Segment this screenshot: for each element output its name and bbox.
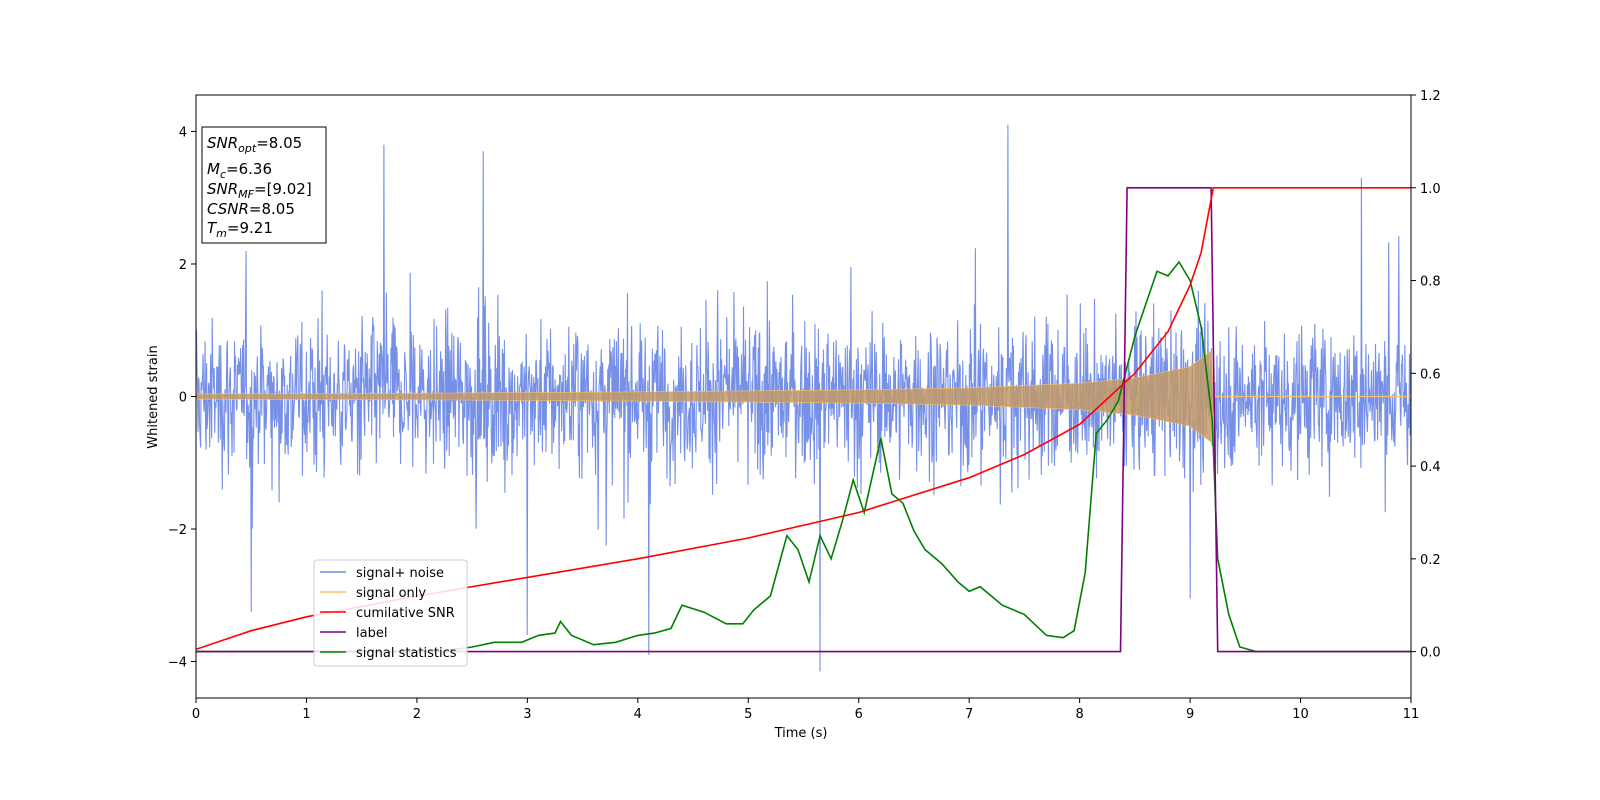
snr-opt-value: 8.05 <box>269 134 302 152</box>
y2-tick-label: 0.6 <box>1420 367 1441 382</box>
y2-tick-label: 1.0 <box>1420 182 1441 197</box>
y-tick-label: −2 <box>168 523 187 538</box>
y2-tick-label: 0.8 <box>1420 275 1441 290</box>
y-axis-title: Whitened strain <box>146 345 161 448</box>
y2-tick-label: 1.2 <box>1420 89 1441 104</box>
x-tick-label: 5 <box>744 707 752 722</box>
y2-tick-label: 0.0 <box>1420 646 1441 661</box>
tm-text: Tm=9.21 <box>207 219 273 240</box>
x-tick-label: 4 <box>634 707 642 722</box>
y-tick-label: 0 <box>179 391 187 406</box>
y-tick-label: 2 <box>179 258 187 273</box>
label-line <box>196 187 1411 653</box>
x-tick-label: 7 <box>965 707 973 722</box>
y-axis-left: −4 −2 0 2 4 <box>168 125 196 671</box>
csnr-value: 8.05 <box>262 200 295 218</box>
x-tick-label: 11 <box>1403 707 1420 722</box>
snr-mf-text: SNRMF=[9.02] <box>207 180 312 201</box>
x-tick-label: 2 <box>413 707 421 722</box>
mc-value: 6.36 <box>239 160 272 178</box>
y2-tick-label: 0.4 <box>1420 460 1441 475</box>
legend-box <box>313 559 468 667</box>
x-axis-title: Time (s) <box>774 726 828 741</box>
y2-tick-label: 0.2 <box>1420 553 1441 568</box>
x-tick-label: 1 <box>302 707 310 722</box>
legend-label-cumulative-snr: cumilative SNR <box>356 606 455 621</box>
x-tick-label: 10 <box>1292 707 1309 722</box>
signal-statistics-line <box>196 260 1411 653</box>
x-tick-label: 3 <box>523 707 531 722</box>
y-axis-right: 0.0 0.2 0.4 0.6 0.8 1.0 1.2 <box>1411 89 1441 661</box>
x-tick-label: 9 <box>1186 707 1194 722</box>
legend-label-signal-statistics: signal statistics <box>356 646 457 661</box>
x-tick-label: 0 <box>192 707 200 722</box>
snr-mf-value: [9.02] <box>267 180 312 198</box>
metrics-annotation: SNRopt=8.05 Mc=6.36 SNRMF=[9.02] CSNR=8.… <box>201 126 327 244</box>
x-axis: 0 1 2 3 4 5 6 7 8 9 10 11 <box>192 698 1419 722</box>
annotation-box <box>201 126 327 244</box>
csnr-text: CSNR=8.05 <box>207 200 295 218</box>
y-tick-label: −4 <box>168 656 187 671</box>
legend: signal+ noise signal only cumilative SNR… <box>313 559 468 667</box>
legend-label-signal-only: signal only <box>356 586 426 601</box>
legend-label-label: label <box>356 626 387 641</box>
tm-value: 9.21 <box>239 219 272 237</box>
snr-opt-text: SNRopt=8.05 <box>207 134 302 155</box>
mc-text: Mc=6.36 <box>207 160 272 181</box>
x-tick-label: 8 <box>1075 707 1083 722</box>
x-tick-label: 6 <box>855 707 863 722</box>
legend-label-signal-noise: signal+ noise <box>356 566 444 581</box>
y-tick-label: 4 <box>179 125 187 140</box>
